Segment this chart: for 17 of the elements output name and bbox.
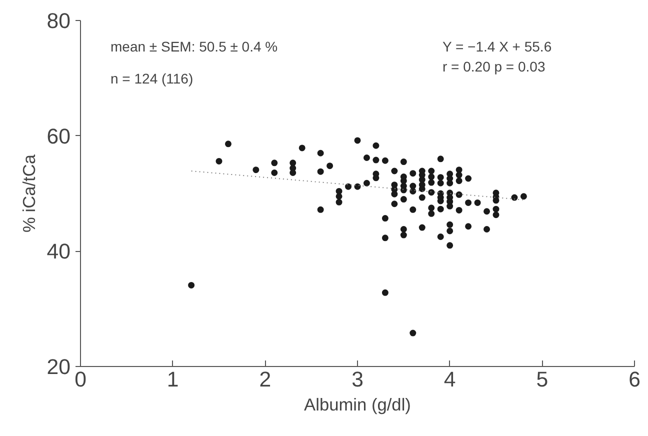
annotation: n = 124 (116)	[110, 70, 194, 86]
y-tick-label: 20	[46, 355, 71, 379]
x-tick-label: 3	[352, 368, 364, 392]
y-tick-label: 40	[46, 240, 71, 264]
x-tick-label: 5	[536, 368, 548, 392]
x-tick-label: 0	[74, 368, 87, 392]
y-tick-label: 80	[46, 9, 71, 33]
x-tick-label: 6	[628, 368, 640, 392]
x-tick-label: 4	[444, 368, 456, 392]
annotation: Y = −1.4 X + 55.6	[442, 38, 552, 54]
annotation: mean ± SEM: 50.5 ± 0.4 %	[110, 38, 278, 54]
y-axis-title: % iCa/tCa	[18, 154, 39, 232]
x-axis-title: Albumin (g/dl)	[304, 394, 411, 414]
x-tick-label: 1	[166, 368, 179, 392]
x-tick-label: 2	[259, 368, 272, 392]
y-tick-label: 60	[46, 124, 71, 148]
annotation: r = 0.20 p = 0.03	[442, 58, 546, 74]
